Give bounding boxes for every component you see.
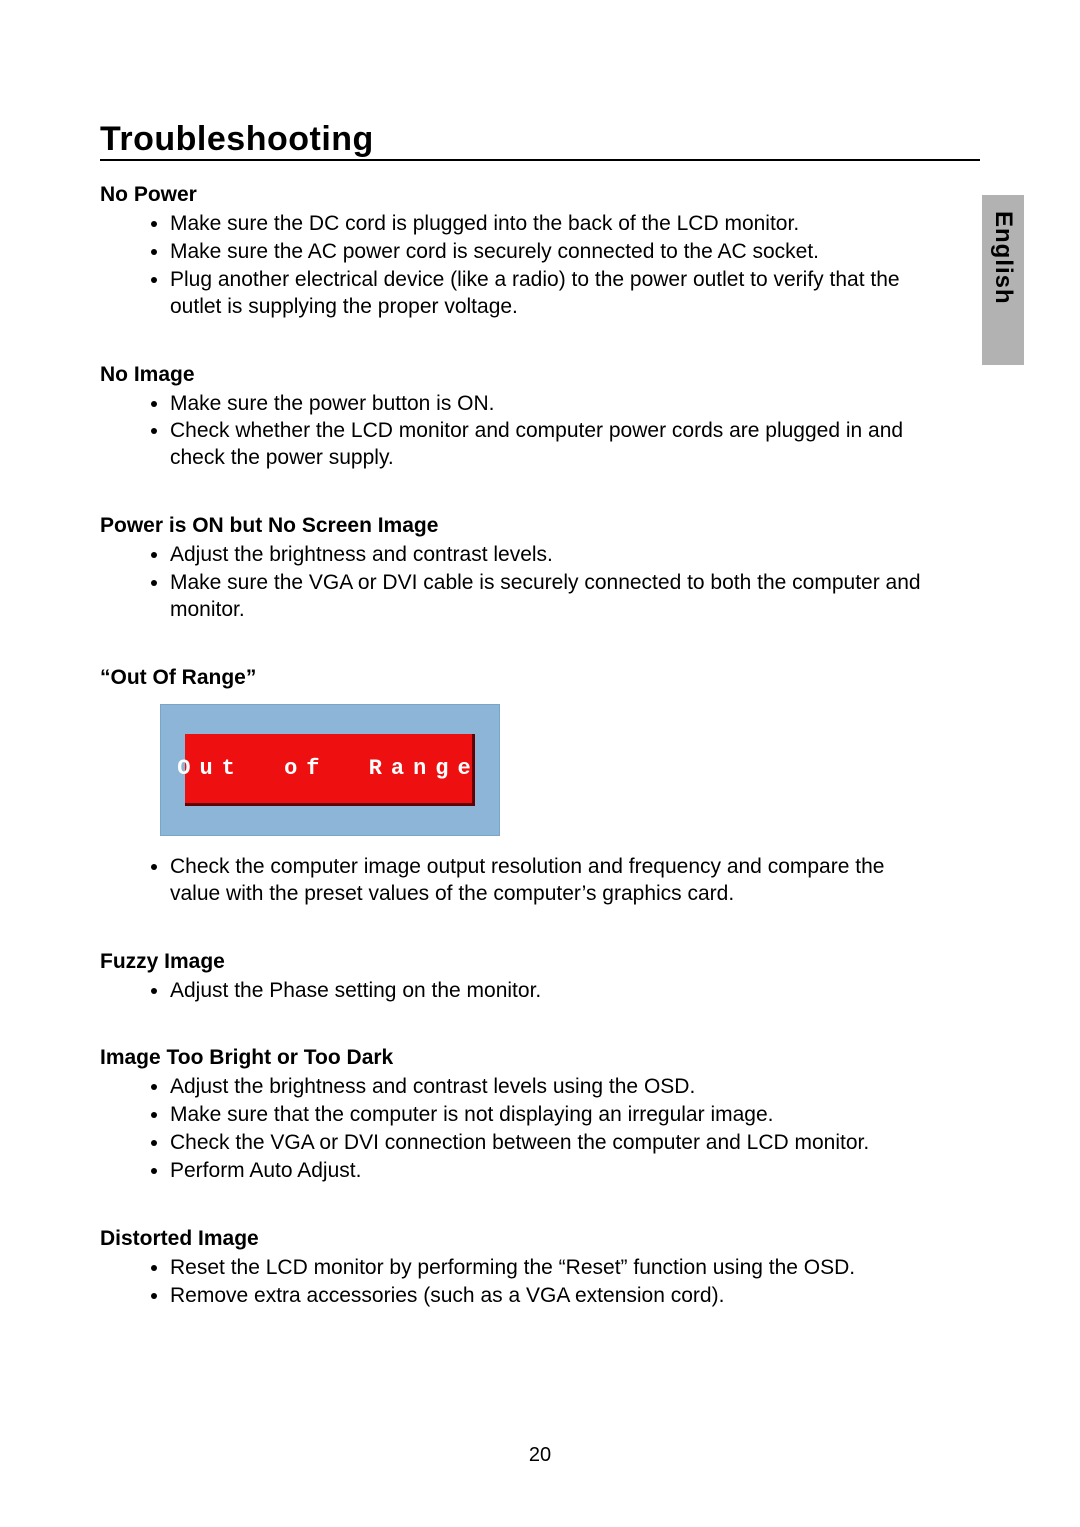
- list-item: Reset the LCD monitor by performing the …: [170, 1255, 980, 1282]
- bullet-list: Check the computer image output resoluti…: [100, 854, 980, 908]
- list-item: Plug another electrical device (like a r…: [170, 267, 980, 321]
- list-item: Make sure the DC cord is plugged into th…: [170, 211, 980, 238]
- document-page: English Troubleshooting No Power Make su…: [0, 0, 1080, 1527]
- bullet-list: Make sure the power button is ON. Check …: [100, 391, 980, 473]
- section-fuzzy-image: Fuzzy Image Adjust the Phase setting on …: [100, 950, 980, 1005]
- language-tab: English: [982, 195, 1024, 365]
- list-item: Make sure the power button is ON.: [170, 391, 980, 418]
- list-item: Remove extra accessories (such as a VGA …: [170, 1283, 980, 1310]
- section-power-on-no-image: Power is ON but No Screen Image Adjust t…: [100, 514, 980, 624]
- list-item: Adjust the brightness and contrast level…: [170, 1074, 980, 1101]
- section-distorted-image: Distorted Image Reset the LCD monitor by…: [100, 1227, 980, 1310]
- list-item: Make sure the VGA or DVI cable is secure…: [170, 570, 980, 624]
- list-item: Make sure that the computer is not displ…: [170, 1102, 980, 1129]
- section-heading: No Power: [100, 183, 980, 207]
- list-item: Check whether the LCD monitor and comput…: [170, 418, 980, 472]
- section-no-image: No Image Make sure the power button is O…: [100, 363, 980, 473]
- out-of-range-text: Out of Range: [177, 756, 479, 781]
- section-heading: Fuzzy Image: [100, 950, 980, 974]
- page-title: Troubleshooting: [100, 120, 980, 161]
- list-item: Check the VGA or DVI connection between …: [170, 1130, 980, 1157]
- bullet-list: Reset the LCD monitor by performing the …: [100, 1255, 980, 1310]
- bullet-list: Make sure the DC cord is plugged into th…: [100, 211, 980, 321]
- list-item: Check the computer image output resoluti…: [170, 854, 980, 908]
- section-heading: “Out Of Range”: [100, 666, 980, 690]
- section-heading: No Image: [100, 363, 980, 387]
- out-of-range-inner: Out of Range: [185, 734, 475, 806]
- section-heading: Distorted Image: [100, 1227, 980, 1251]
- bullet-list: Adjust the brightness and contrast level…: [100, 542, 980, 624]
- bullet-list: Adjust the brightness and contrast level…: [100, 1074, 980, 1185]
- section-heading: Power is ON but No Screen Image: [100, 514, 980, 538]
- section-out-of-range: “Out Of Range” Out of Range Check the co…: [100, 666, 980, 908]
- section-no-power: No Power Make sure the DC cord is plugge…: [100, 183, 980, 321]
- page-number: 20: [0, 1444, 1080, 1467]
- list-item: Perform Auto Adjust.: [170, 1158, 980, 1185]
- list-item: Adjust the Phase setting on the monitor.: [170, 978, 980, 1005]
- out-of-range-graphic: Out of Range: [160, 704, 500, 836]
- list-item: Adjust the brightness and contrast level…: [170, 542, 980, 569]
- section-too-bright-dark: Image Too Bright or Too Dark Adjust the …: [100, 1046, 980, 1185]
- section-heading: Image Too Bright or Too Dark: [100, 1046, 980, 1070]
- list-item: Make sure the AC power cord is securely …: [170, 239, 980, 266]
- bullet-list: Adjust the Phase setting on the monitor.: [100, 978, 980, 1005]
- language-tab-label: English: [989, 211, 1017, 305]
